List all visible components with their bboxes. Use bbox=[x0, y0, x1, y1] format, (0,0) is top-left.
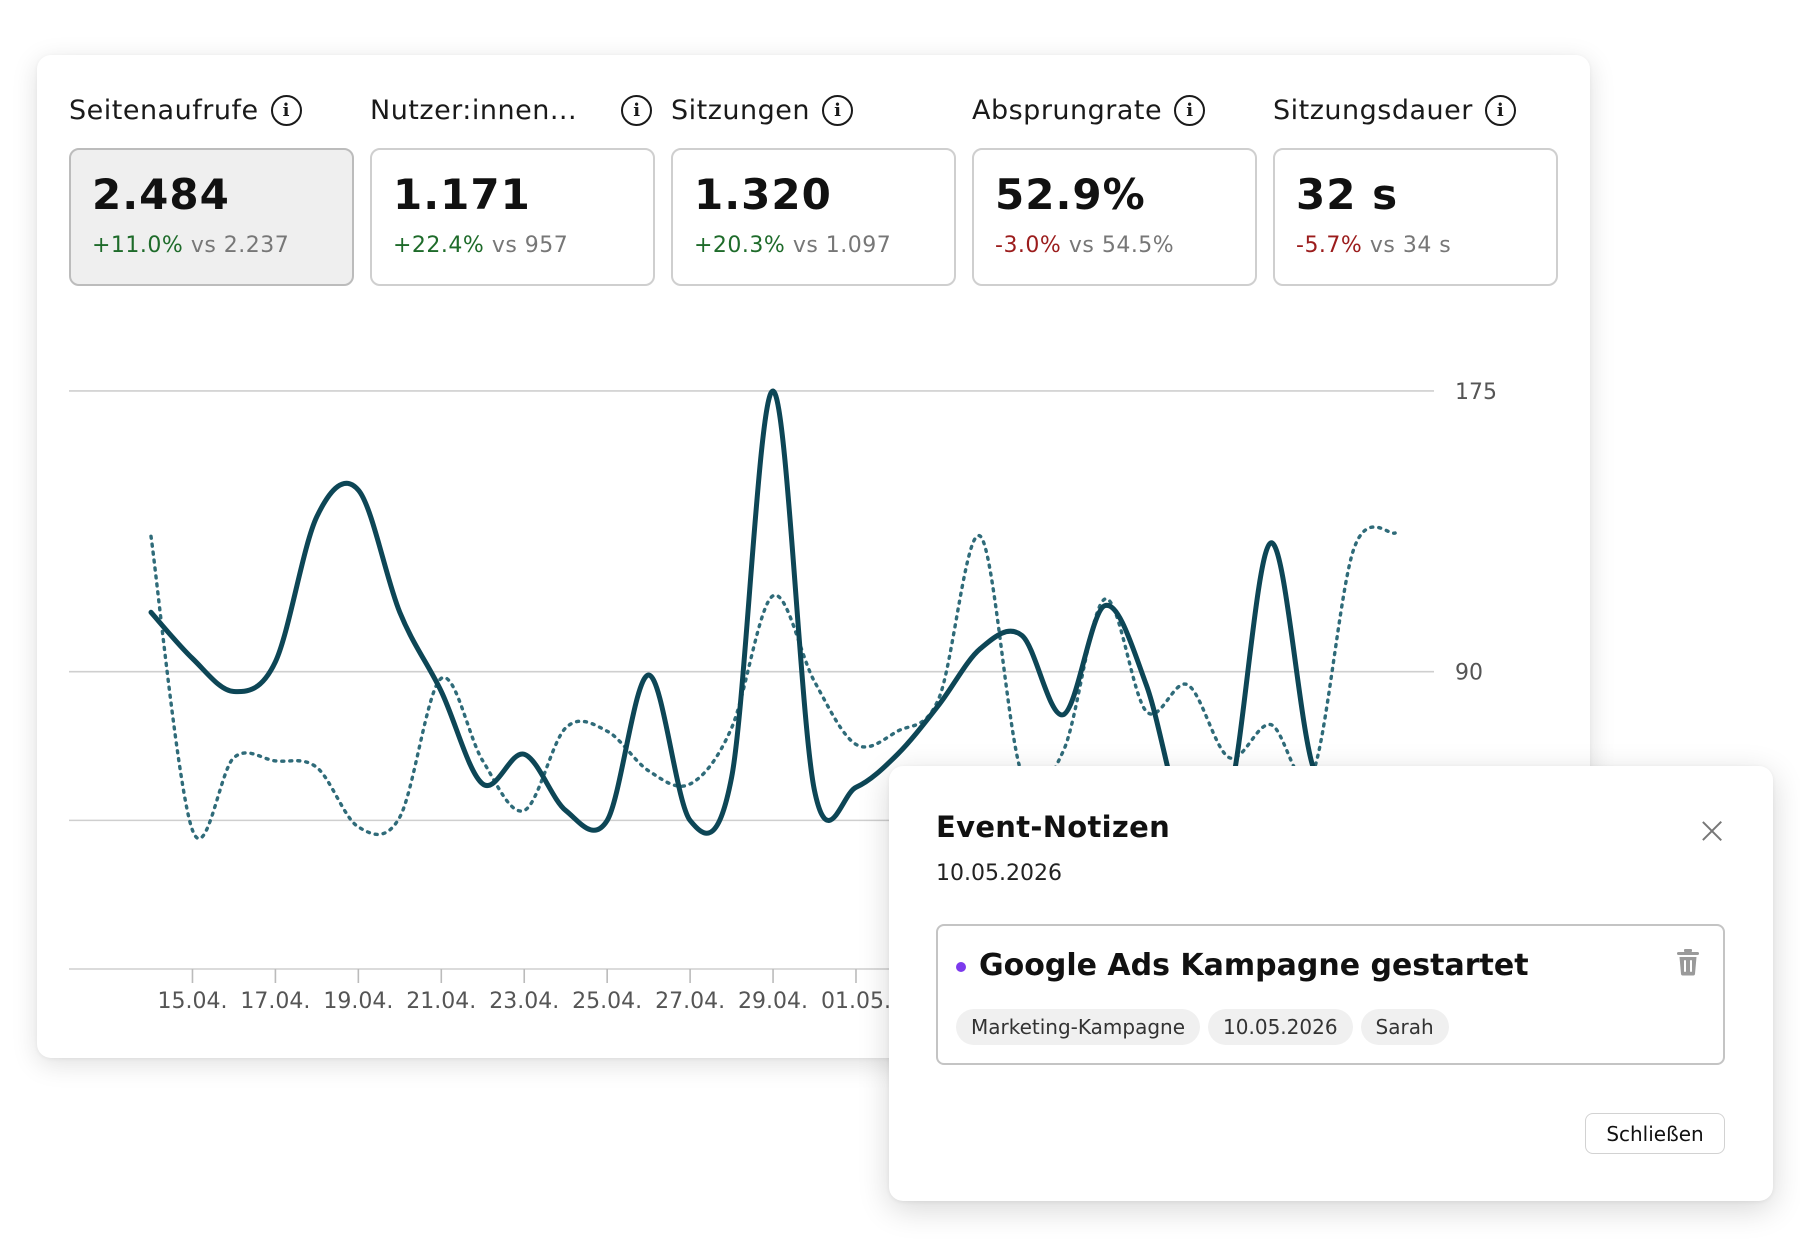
info-icon[interactable]: i bbox=[1484, 94, 1516, 126]
event-tag-author: Sarah bbox=[1360, 1009, 1449, 1045]
metric-label: Absprungrate bbox=[972, 94, 1163, 126]
metric-sessions: Sitzungen i 1.320 +20.3% vs 1.097 bbox=[671, 85, 956, 286]
metric-label: Sitzungen bbox=[671, 94, 810, 126]
metric-compare-value: vs 2.237 bbox=[190, 233, 290, 258]
metric-delta: +20.3% bbox=[694, 233, 786, 258]
metric-card-session-duration[interactable]: 32 s -5.7% vs 34 s bbox=[1273, 148, 1558, 286]
y-tick-label: 90 bbox=[1455, 661, 1483, 686]
metric-delta: +11.0% bbox=[92, 233, 184, 258]
metric-users: Nutzer:innen... i 1.171 +22.4% vs 957 bbox=[370, 85, 655, 286]
metric-delta: -5.7% bbox=[1296, 233, 1363, 258]
metric-label: Nutzer:innen... bbox=[370, 94, 578, 126]
trash-icon[interactable] bbox=[1676, 948, 1700, 976]
info-icon[interactable]: i bbox=[621, 94, 653, 126]
metric-card-sessions[interactable]: 1.320 +20.3% vs 1.097 bbox=[671, 148, 956, 286]
info-icon[interactable]: i bbox=[1174, 94, 1206, 126]
x-tick-label: 25.04. bbox=[572, 989, 642, 1014]
event-notes-dialog: Event-Notizen 10.05.2026 Google Ads Kamp… bbox=[889, 766, 1773, 1201]
close-icon[interactable] bbox=[1699, 818, 1725, 844]
dialog-date: 10.05.2026 bbox=[936, 861, 1062, 886]
event-tag-date: 10.05.2026 bbox=[1208, 1009, 1353, 1045]
close-button[interactable]: Schließen bbox=[1585, 1113, 1725, 1154]
x-tick-label: 19.04. bbox=[323, 989, 393, 1014]
metric-compare-value: vs 957 bbox=[491, 233, 569, 258]
metric-compare-value: vs 54.5% bbox=[1068, 233, 1175, 258]
x-tick-label: 23.04. bbox=[489, 989, 559, 1014]
metric-card-bounce-rate[interactable]: 52.9% -3.0% vs 54.5% bbox=[972, 148, 1257, 286]
metric-value: 2.484 bbox=[92, 170, 230, 219]
series-line-dotted bbox=[149, 525, 1397, 841]
event-tags: Marketing-Kampagne 10.05.2026 Sarah bbox=[956, 1009, 1449, 1045]
metric-label: Sitzungsdauer bbox=[1273, 94, 1473, 126]
metric-compare-value: vs 1.097 bbox=[792, 233, 892, 258]
x-tick-label: 27.04. bbox=[655, 989, 725, 1014]
info-icon[interactable]: i bbox=[270, 94, 302, 126]
x-tick-label: 17.04. bbox=[240, 989, 310, 1014]
metric-session-duration: Sitzungsdauer i 32 s -5.7% vs 34 s bbox=[1273, 85, 1558, 286]
x-tick-label: 15.04. bbox=[157, 989, 227, 1014]
metric-compare-value: vs 34 s bbox=[1369, 233, 1452, 258]
metric-card-users[interactable]: 1.171 +22.4% vs 957 bbox=[370, 148, 655, 286]
metric-value: 32 s bbox=[1296, 170, 1399, 219]
metric-delta: +22.4% bbox=[393, 233, 485, 258]
event-color-dot bbox=[956, 962, 966, 972]
metric-bounce-rate: Absprungrate i 52.9% -3.0% vs 54.5% bbox=[972, 85, 1257, 286]
metric-value: 1.171 bbox=[393, 170, 531, 219]
metric-label: Seitenaufrufe bbox=[69, 94, 259, 126]
x-tick-label: 29.04. bbox=[738, 989, 808, 1014]
dialog-title: Event-Notizen bbox=[936, 810, 1171, 844]
event-tag-category: Marketing-Kampagne bbox=[956, 1009, 1201, 1045]
metric-value: 1.320 bbox=[694, 170, 832, 219]
x-tick-label: 01.05. bbox=[821, 989, 891, 1014]
x-tick-label: 21.04. bbox=[406, 989, 476, 1014]
event-note-card: Google Ads Kampagne gestartet Marketing-… bbox=[936, 924, 1725, 1065]
metric-card-page-views[interactable]: 2.484 +11.0% vs 2.237 bbox=[69, 148, 354, 286]
event-title: Google Ads Kampagne gestartet bbox=[979, 948, 1529, 983]
metric-page-views: Seitenaufrufe i 2.484 +11.0% vs 2.237 bbox=[69, 85, 354, 286]
metric-delta: -3.0% bbox=[995, 233, 1062, 258]
metric-value: 52.9% bbox=[995, 170, 1146, 219]
info-icon[interactable]: i bbox=[822, 94, 853, 126]
y-tick-label: 175 bbox=[1455, 380, 1497, 405]
